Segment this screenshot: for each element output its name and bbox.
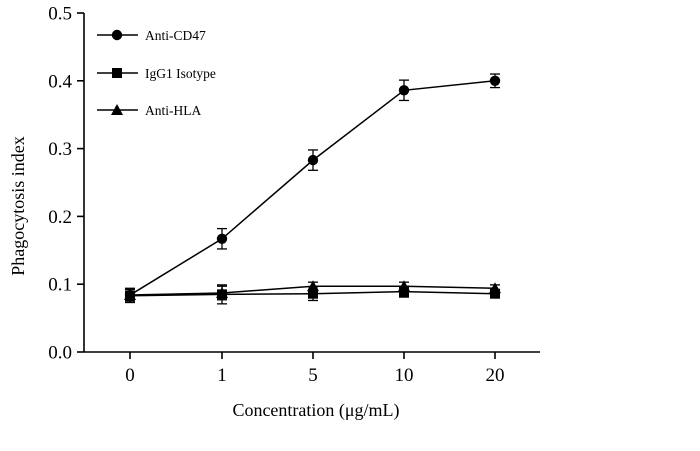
- data-point: [217, 289, 227, 300]
- legend-label: Anti-CD47: [145, 28, 206, 43]
- data-point: [124, 289, 136, 301]
- data-point: [490, 288, 500, 299]
- x-tick-label: 1: [217, 365, 227, 386]
- series-circle: [124, 73, 501, 303]
- data-point: [307, 154, 319, 166]
- data-point: [489, 75, 501, 87]
- legend-label: IgG1 Isotype: [145, 66, 216, 81]
- data-point: [216, 233, 228, 244]
- y-tick-label: 0.5: [48, 4, 72, 25]
- x-axis-title: Concentration (μg/mL): [232, 400, 399, 421]
- legend: Anti-CD47 IgG1 Isotype Anti-HLA: [97, 28, 216, 118]
- y-tick-label: 0.3: [48, 139, 72, 160]
- x-tick-label: 5: [308, 365, 318, 386]
- y-tick-label: 0.1: [48, 275, 72, 296]
- axes: [83, 13, 540, 353]
- y-tick-label: 0.4: [48, 71, 72, 92]
- legend-marker-square: [112, 68, 122, 78]
- x-tick-label: 20: [486, 365, 505, 386]
- data-point: [399, 286, 409, 297]
- legend-item: IgG1 Isotype: [97, 66, 216, 81]
- legend-item: Anti-CD47: [97, 28, 206, 43]
- legend-marker-triangle: [111, 104, 123, 115]
- legend-marker-circle: [111, 29, 123, 41]
- ticks: 0.0 0.1 0.2 0.3 0.4 0.5 0 1 5 10 20: [48, 4, 504, 387]
- legend-item: Anti-HLA: [97, 103, 201, 118]
- y-tick-label: 0.2: [48, 207, 72, 228]
- data-point: [398, 85, 410, 96]
- y-tick-label: 0.0: [48, 343, 72, 364]
- legend-label: Anti-HLA: [145, 103, 201, 118]
- series-group: [124, 73, 501, 305]
- x-tick-label: 10: [395, 365, 414, 386]
- data-point: [308, 288, 318, 299]
- x-tick-label: 0: [125, 365, 135, 386]
- y-axis-title: Phagocytosis index: [8, 136, 28, 276]
- data-point: [307, 280, 319, 292]
